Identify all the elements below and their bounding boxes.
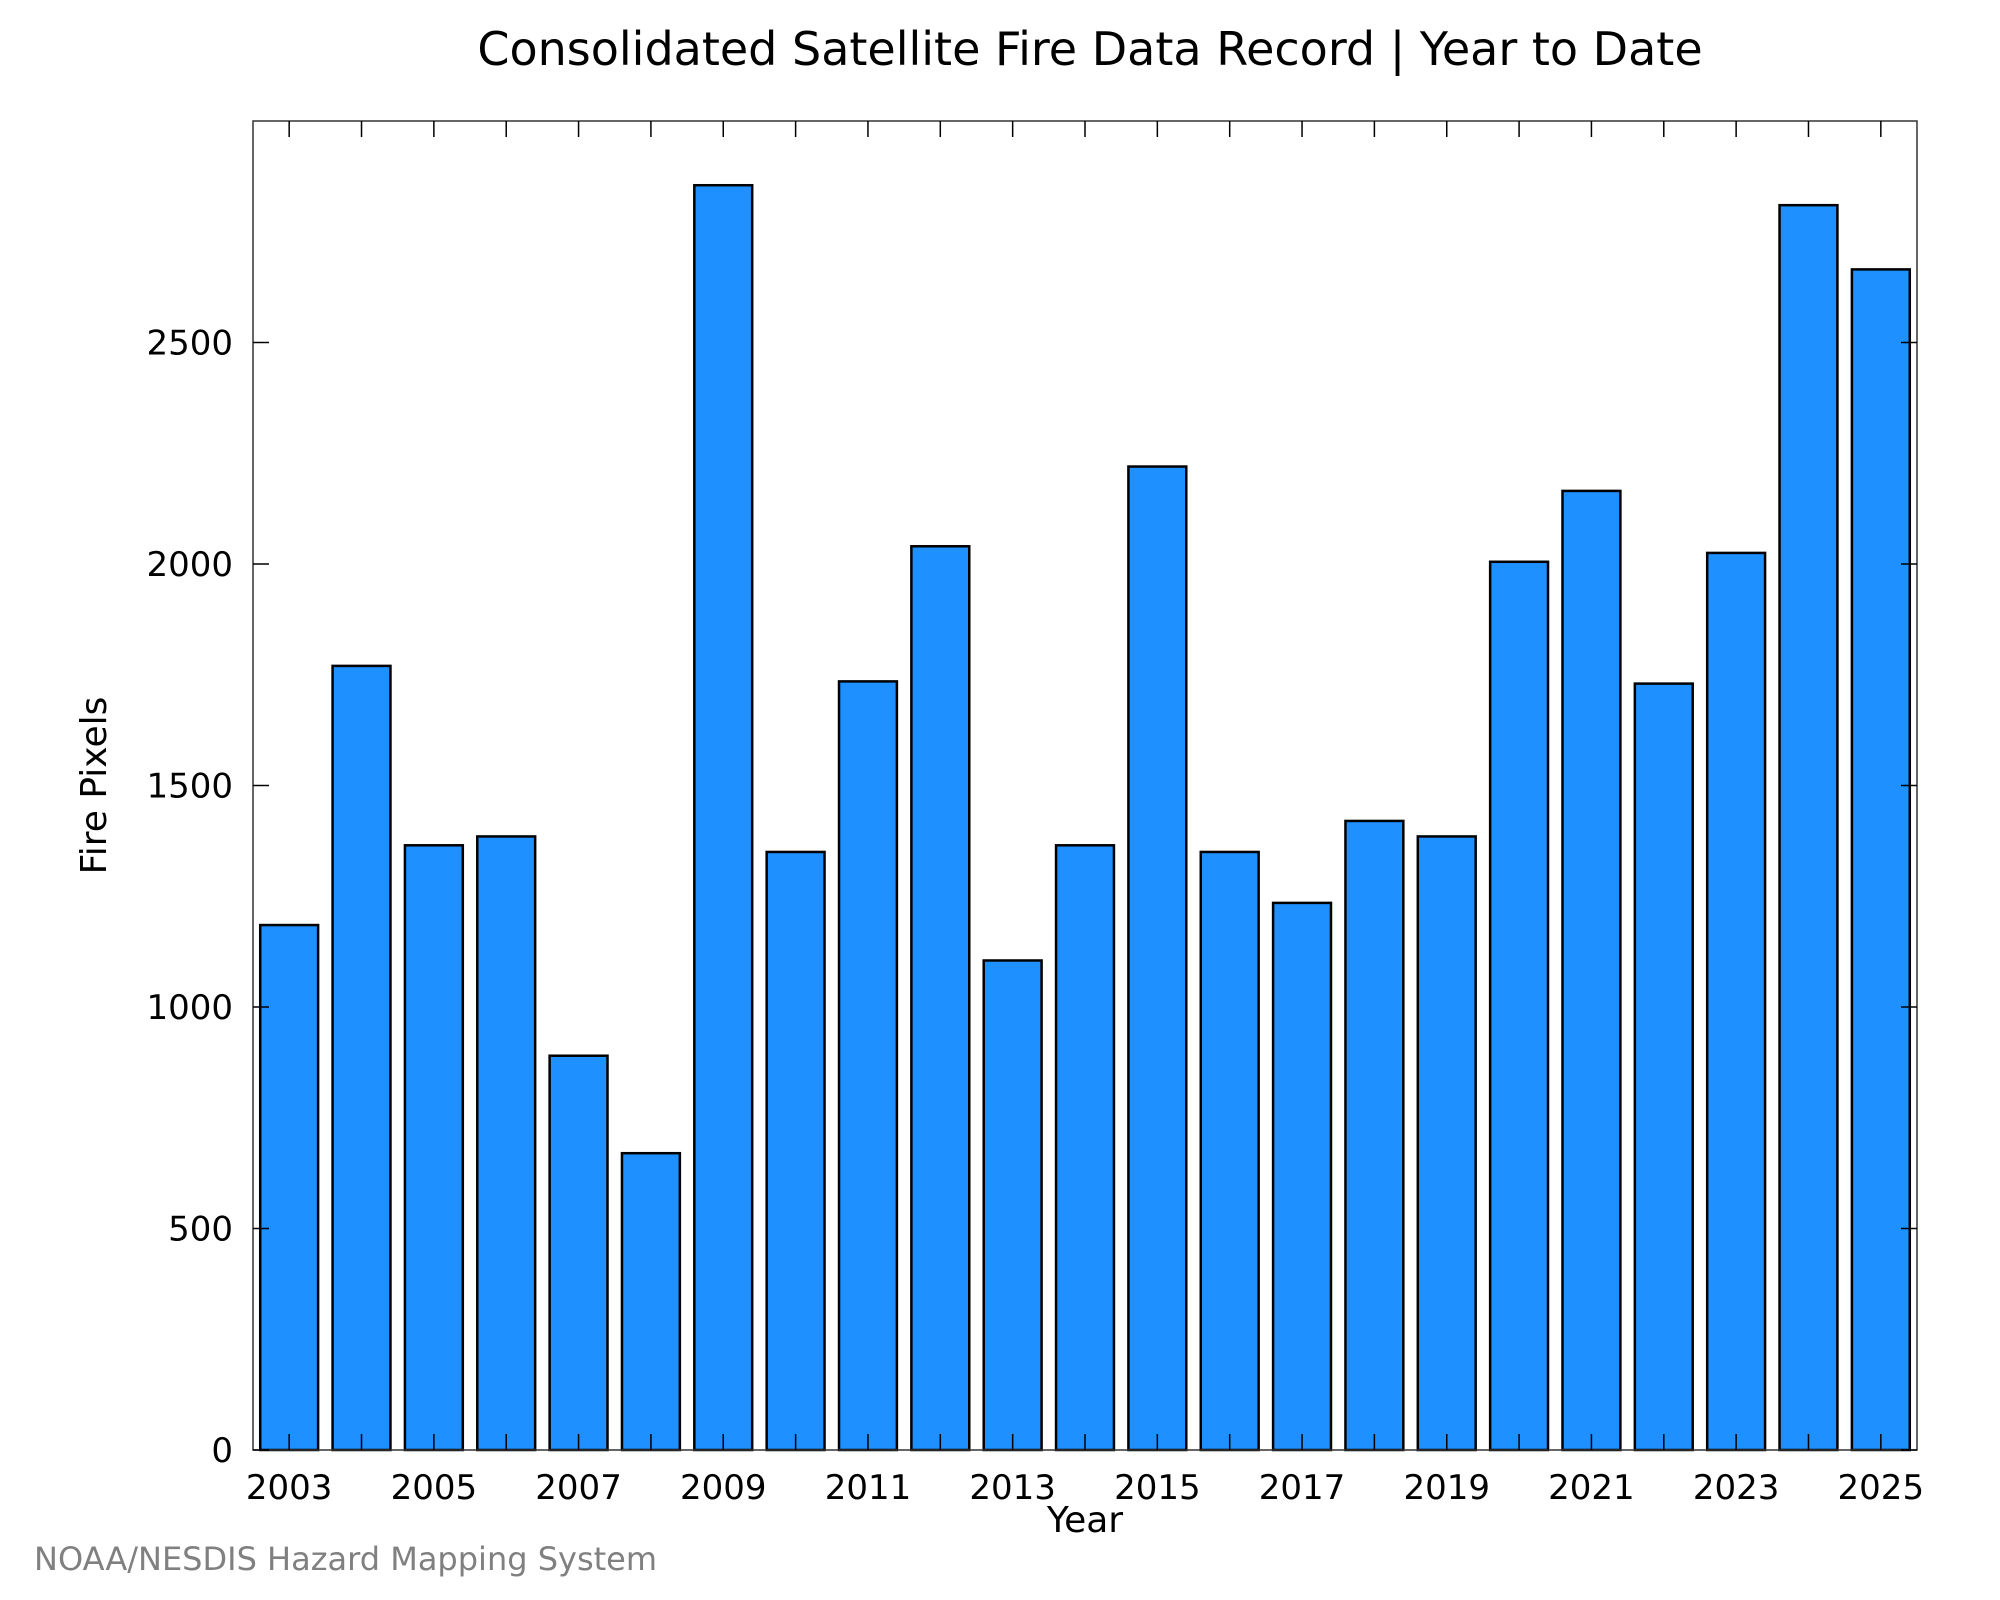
x-tick-label-2003: 2003 xyxy=(246,1468,333,1508)
bar-2006 xyxy=(476,835,537,1452)
bar-2024 xyxy=(1778,203,1839,1452)
bar-2019 xyxy=(1416,835,1477,1452)
bar-2016 xyxy=(1199,850,1260,1452)
labels-layer: 2003 2005 2007 2009 2011 2013 2015 2017 2019 2021… xyxy=(74,324,1924,1542)
x-tick-label-2021: 2021 xyxy=(1548,1468,1635,1508)
bar-2022 xyxy=(1633,682,1694,1452)
x-tick-label-2009: 2009 xyxy=(680,1468,767,1508)
y-tick-label-500: 500 xyxy=(168,1210,233,1250)
bar-2010 xyxy=(765,850,826,1452)
x-tick-label-2015: 2015 xyxy=(1114,1468,1201,1508)
y-tick-label-2000: 2000 xyxy=(146,545,233,585)
y-tick-label-2500: 2500 xyxy=(146,324,233,364)
bar-2014 xyxy=(1054,844,1116,1452)
x-tick-label-2013: 2013 xyxy=(969,1468,1056,1508)
bar-2005 xyxy=(403,844,465,1452)
bar-2023 xyxy=(1705,551,1767,1452)
bar-2013 xyxy=(982,959,1043,1452)
x-tick-label-2005: 2005 xyxy=(391,1468,478,1508)
bar-2008 xyxy=(620,1151,682,1452)
bar-2003 xyxy=(258,923,320,1452)
bar-2012 xyxy=(910,545,971,1452)
bar-2021 xyxy=(1561,489,1622,1452)
bar-2015 xyxy=(1127,465,1188,1452)
x-tick-label-2019: 2019 xyxy=(1403,1468,1490,1508)
bars-layer xyxy=(258,183,1912,1452)
bar-2009 xyxy=(693,183,754,1452)
x-tick-label-2017: 2017 xyxy=(1259,1468,1346,1508)
chart-title: Consolidated Satellite Fire Data Record … xyxy=(477,22,1703,76)
x-tick-label-2007: 2007 xyxy=(535,1468,622,1508)
y-axis-label: Fire Pixels xyxy=(74,697,115,875)
x-tick-label-2025: 2025 xyxy=(1838,1468,1925,1508)
x-tick-label-2023: 2023 xyxy=(1693,1468,1780,1508)
bar-2011 xyxy=(837,680,899,1452)
bar-2020 xyxy=(1488,560,1550,1452)
x-axis-label: Year xyxy=(1046,1500,1123,1541)
bar-2025 xyxy=(1850,268,1912,1452)
bar-2017 xyxy=(1271,901,1333,1452)
y-tick-label-1500: 1500 xyxy=(146,767,233,807)
bar-2018 xyxy=(1344,819,1405,1452)
ticks-layer xyxy=(253,121,1917,1451)
x-tick-label-2011: 2011 xyxy=(825,1468,912,1508)
y-tick-label-0: 0 xyxy=(211,1431,233,1471)
y-tick-label-1000: 1000 xyxy=(146,988,233,1028)
source-credit: NOAA/NESDIS Hazard Mapping System xyxy=(34,1540,658,1578)
bar-2004 xyxy=(331,664,392,1452)
bar-2007 xyxy=(548,1054,609,1452)
